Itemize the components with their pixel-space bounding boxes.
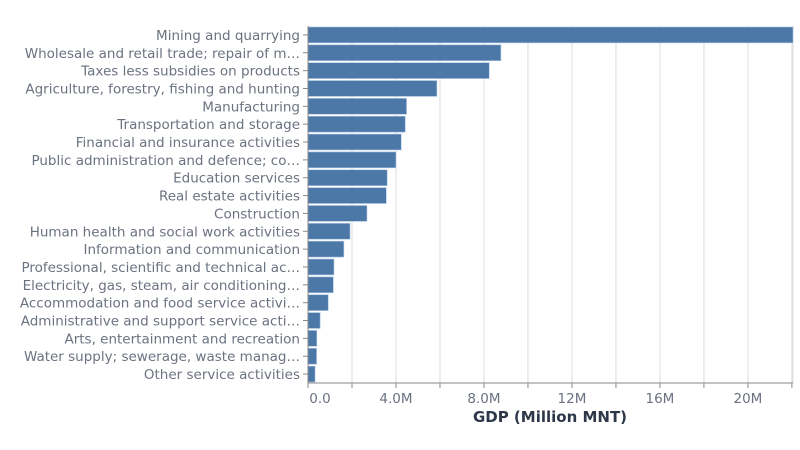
category-label: Arts, entertainment and recreation	[64, 331, 300, 347]
category-label: Financial and insurance activities	[76, 135, 300, 151]
category-label: Professional, scientific and technical a…	[21, 260, 300, 276]
category-label: Real estate activities	[159, 189, 300, 205]
bar	[307, 347, 317, 365]
grid-lines	[307, 26, 794, 383]
bar	[307, 62, 490, 79]
bar	[307, 98, 407, 115]
x-tick-label: 20M	[733, 391, 762, 407]
bar	[307, 205, 368, 222]
bar	[307, 276, 334, 294]
bar	[307, 187, 387, 204]
category-label: Electricity, gas, steam, air conditionin…	[23, 278, 300, 294]
x-tick-label: 16M	[646, 391, 675, 407]
category-label: Manufacturing	[202, 99, 300, 115]
x-tick-label: 0.0	[309, 391, 330, 407]
bar	[307, 240, 345, 258]
bar	[307, 223, 351, 240]
bars	[307, 26, 794, 383]
bar	[307, 26, 794, 44]
category-label: Mining and quarrying	[156, 28, 300, 44]
x-tick-label: 8.0M	[467, 391, 500, 407]
x-tick-label: 4.0M	[379, 391, 412, 407]
category-label: Accommodation and food service activi…	[20, 296, 300, 312]
category-label: Construction	[214, 206, 300, 222]
bar	[307, 115, 406, 133]
category-label: Transportation and storage	[116, 117, 300, 133]
category-label: Agriculture, forestry, fishing and hunti…	[25, 81, 300, 97]
x-tick-label: 12M	[558, 391, 587, 407]
category-label: Information and communication	[83, 242, 300, 258]
category-label: Education services	[173, 171, 300, 187]
bar	[307, 294, 329, 311]
bar	[307, 258, 335, 276]
category-label: Public administration and defence; co…	[31, 153, 300, 169]
bar	[307, 44, 502, 61]
bar	[307, 151, 397, 169]
category-label: Other service activities	[144, 367, 300, 383]
x-axis-title: GDP (Million MNT)	[473, 408, 627, 426]
x-axis: 0.0 4.0M 8.0M 12M 16M 20M	[307, 26, 793, 407]
category-label: Taxes less subsidies on products	[80, 64, 300, 80]
bar	[307, 133, 402, 151]
category-label: Wholesale and retail trade; repair of m…	[25, 46, 300, 62]
category-label: Human health and social work activities	[30, 224, 300, 240]
bar	[307, 365, 316, 383]
category-label: Water supply; sewerage, waste manag…	[24, 349, 300, 365]
bar	[307, 330, 318, 347]
bar	[307, 80, 438, 97]
y-axis-labels: Mining and quarrying Wholesale and retail…	[20, 28, 308, 383]
bar	[307, 312, 321, 329]
category-label: Administrative and support service acti…	[21, 314, 300, 330]
bar	[307, 169, 388, 186]
